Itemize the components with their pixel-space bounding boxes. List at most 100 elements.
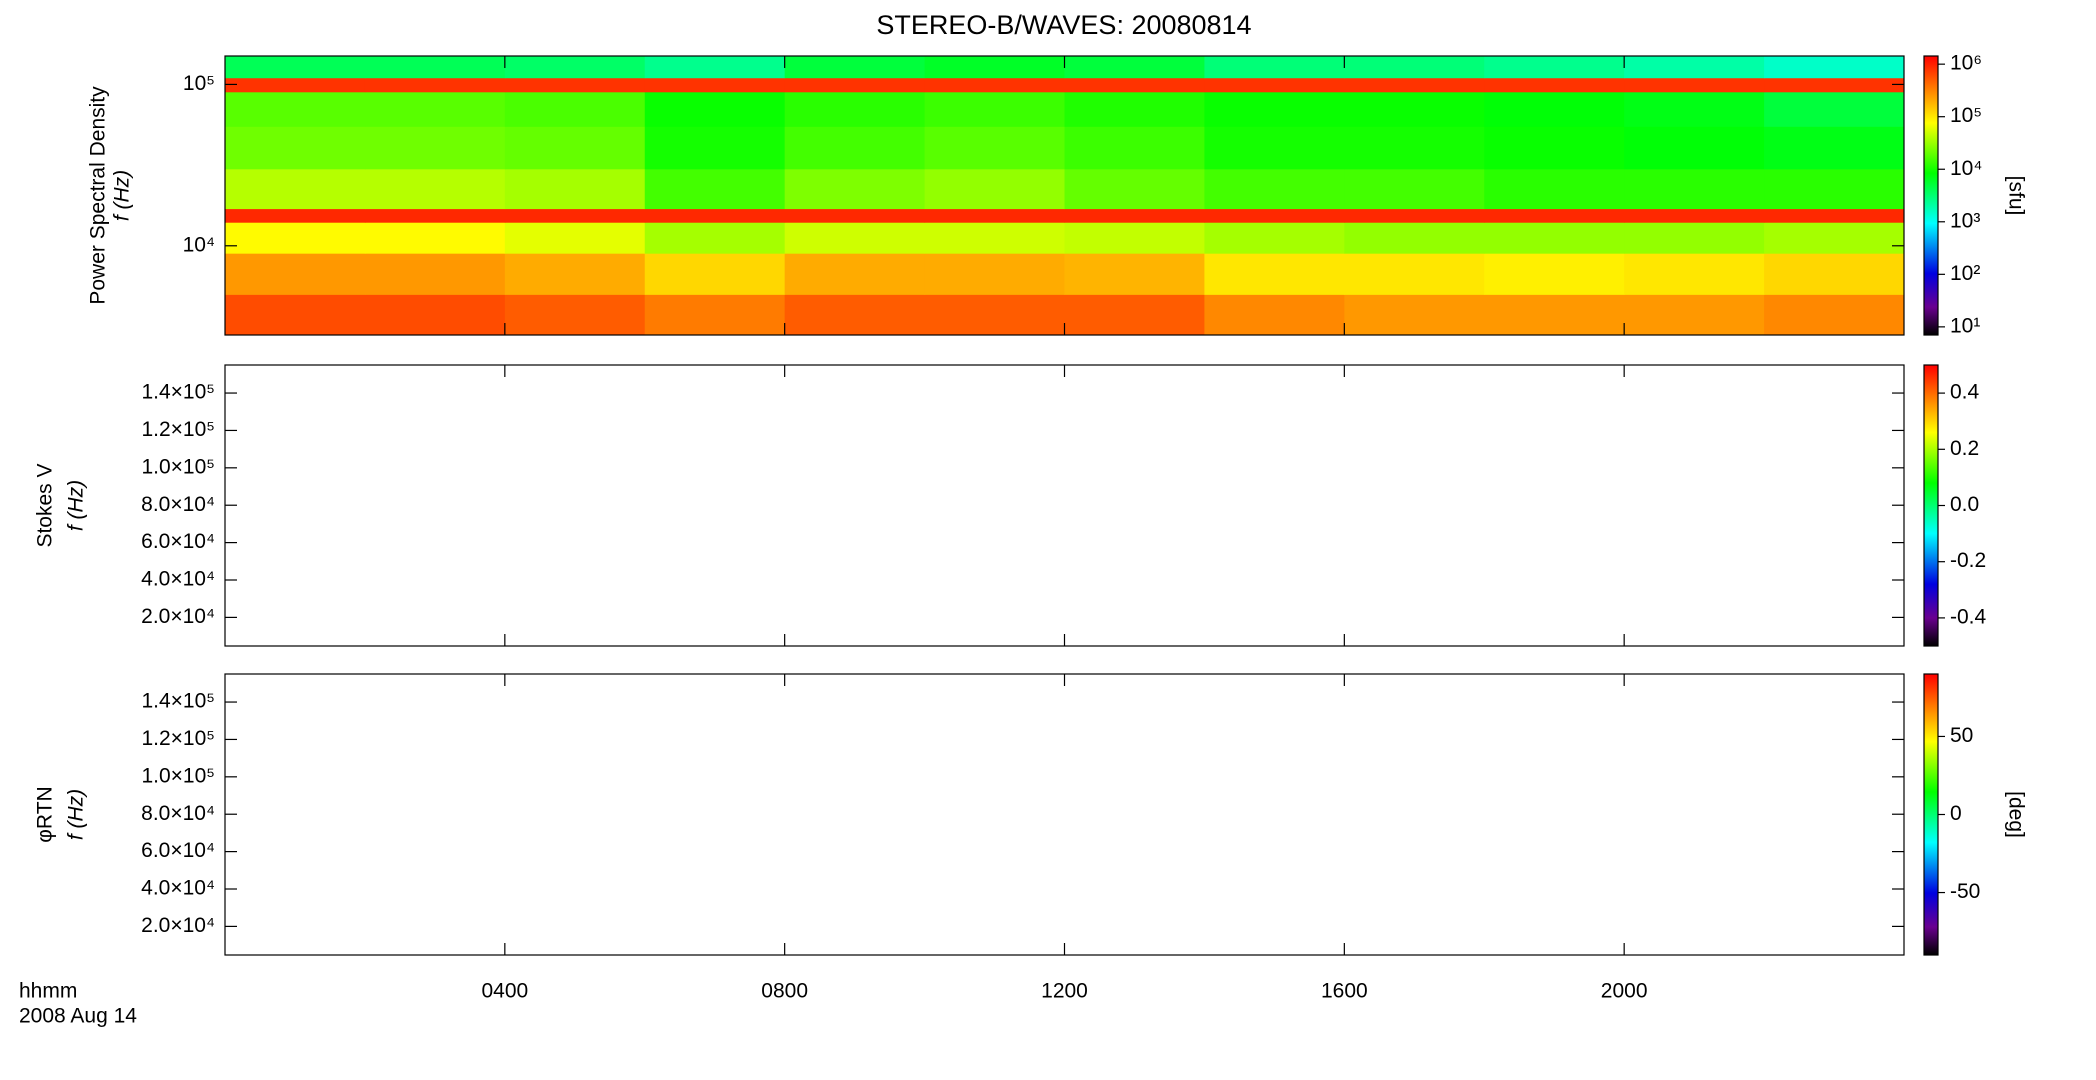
y-tick-label: 1.2×10⁵: [141, 727, 215, 750]
heatmap-cell: [924, 294, 1065, 336]
heatmap-cell: [1484, 294, 1625, 336]
heatmap-cell: [1204, 294, 1345, 336]
y-axis-title: φRTN: [34, 786, 57, 842]
y-axis-title: f (Hz): [65, 480, 88, 531]
heatmap-cell: [784, 208, 926, 223]
y-tick-label: 6.0×10⁴: [141, 839, 215, 862]
heatmap-cell: [784, 168, 926, 210]
x-tick-label: 1200: [1041, 980, 1088, 1003]
heatmap-cell: [364, 91, 506, 127]
heatmap-cell: [1484, 208, 1625, 223]
y-tick-label: 10⁴: [183, 233, 215, 256]
y-tick-label: 8.0×10⁴: [141, 493, 215, 516]
heatmap-cell: [924, 168, 1065, 210]
x-tick-label: 2000: [1601, 980, 1648, 1003]
heatmap-cell: [364, 208, 506, 223]
colorbar-tick-label: 10²: [1950, 262, 1980, 285]
heatmap-cell: [1484, 56, 1625, 79]
plot-frame: [224, 364, 1905, 647]
heatmap-cell: [1064, 253, 1205, 295]
y-axis-title: f (Hz): [111, 170, 134, 221]
heatmap-cell: [924, 56, 1065, 79]
heatmap-cell: [1764, 77, 1905, 93]
heatmap-cell: [225, 77, 366, 93]
heatmap-cell: [644, 253, 786, 295]
colorbar-tick-label: 10³: [1950, 209, 1980, 232]
heatmap-cell: [644, 168, 786, 210]
heatmap-cell: [225, 168, 366, 210]
heatmap-cell: [644, 77, 786, 93]
heatmap-cell: [924, 77, 1065, 93]
heatmap-cell: [1764, 253, 1905, 295]
y-tick-label: 6.0×10⁴: [141, 530, 215, 553]
x-tick-label: 0800: [761, 980, 808, 1003]
y-tick-label: 10⁵: [183, 72, 215, 95]
heatmap-cell: [1344, 77, 1485, 93]
heatmap-cell: [644, 208, 786, 223]
heatmap-cell: [1624, 222, 1765, 254]
heatmap-cell: [504, 126, 646, 170]
heatmap-cell: [1624, 91, 1765, 127]
heatmap-cell: [364, 77, 506, 93]
heatmap-cell: [364, 168, 506, 210]
heatmap-cell: [644, 126, 786, 170]
y-tick-label: 8.0×10⁴: [141, 802, 215, 825]
heatmap-cell: [1484, 168, 1625, 210]
heatmap-cell: [1204, 168, 1345, 210]
heatmap-cell: [1064, 56, 1205, 79]
heatmap-cell: [1624, 208, 1765, 223]
y-tick-label: 1.4×10⁵: [141, 381, 215, 404]
heatmap-cell: [504, 253, 646, 295]
colorbar-title: [sfu]: [2004, 176, 2027, 216]
colorbar: [1923, 673, 1939, 956]
heatmap-cell: [504, 208, 646, 223]
x-tick-label: 0400: [481, 980, 528, 1003]
y-tick-label: 2.0×10⁴: [141, 605, 215, 628]
heatmap-cell: [784, 126, 926, 170]
y-axis-title: Power Spectral Density: [87, 86, 110, 305]
heatmap-cell: [1484, 91, 1625, 127]
heatmap-cell: [1624, 126, 1765, 170]
heatmap-cell: [504, 168, 646, 210]
heatmap-cell: [784, 56, 926, 79]
heatmap-cell: [644, 294, 786, 336]
heatmap-cell: [225, 126, 366, 170]
colorbar-tick-label: -0.4: [1950, 605, 1987, 628]
heatmap-cell: [1064, 294, 1205, 336]
heatmap-cell: [364, 294, 506, 336]
heatmap-cell: [1344, 168, 1485, 210]
y-axis-title: f (Hz): [65, 789, 88, 840]
heatmap-cell: [784, 77, 926, 93]
heatmap-cell: [504, 294, 646, 336]
heatmap-cell: [504, 222, 646, 254]
heatmap-cell: [1624, 294, 1765, 336]
heatmap-cell: [504, 56, 646, 79]
heatmap-cell: [924, 91, 1065, 127]
heatmap-cell: [1484, 77, 1625, 93]
heatmap-cell: [1764, 91, 1905, 127]
heatmap-cell: [1484, 253, 1625, 295]
colorbar-tick-label: 0: [1950, 802, 1962, 825]
heatmap-cell: [784, 91, 926, 127]
colorbar-tick-label: 0.0: [1950, 493, 1979, 516]
heatmap-cell: [1204, 253, 1345, 295]
y-tick-label: 1.0×10⁵: [141, 455, 215, 478]
heatmap-cell: [924, 222, 1065, 254]
y-axis-title: Stokes V: [34, 463, 57, 547]
heatmap-cell: [364, 56, 506, 79]
colorbar-tick-label: 10⁵: [1950, 104, 1982, 127]
heatmap-cell: [1344, 56, 1485, 79]
heatmap-cell: [924, 253, 1065, 295]
heatmap-cell: [1064, 91, 1205, 127]
heatmap-cell: [1764, 294, 1905, 336]
colorbar-title: [deg]: [2004, 791, 2027, 838]
y-tick-label: 2.0×10⁴: [141, 914, 215, 937]
heatmap-cell: [1624, 77, 1765, 93]
x-axis-title: hhmm: [19, 980, 77, 1003]
heatmap-cell: [1204, 56, 1345, 79]
colorbar: [1923, 364, 1939, 647]
heatmap-cell: [225, 253, 366, 295]
colorbar-tick-label: 10⁴: [1950, 157, 1982, 180]
heatmap-cell: [1764, 222, 1905, 254]
